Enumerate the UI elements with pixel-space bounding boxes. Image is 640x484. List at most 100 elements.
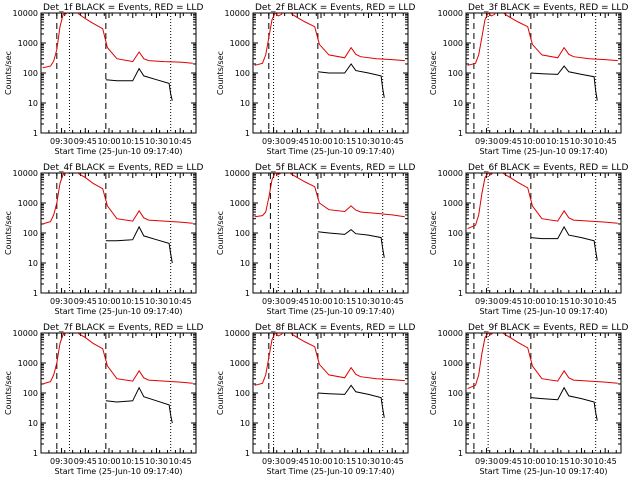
series-line-lld	[467, 173, 618, 230]
y-tick-label: 1000	[443, 39, 463, 48]
y-tick-label: 10	[453, 99, 463, 108]
plot-frame	[465, 172, 622, 294]
x-tick-label: 10:00	[309, 457, 332, 466]
plot-frame	[40, 172, 197, 294]
x-tick-label: 09:45	[286, 297, 309, 306]
series-line-events	[105, 386, 173, 424]
x-tick-label: 10:45	[381, 457, 404, 466]
series-line-events	[317, 63, 385, 98]
x-axis-label: Start Time (25-Jun-10 09:17:40)	[267, 467, 395, 476]
x-tick-label: 09:30	[50, 297, 73, 306]
y-tick-label: 1000	[443, 359, 463, 368]
y-axis-label: Counts/sec	[4, 371, 13, 415]
y-tick-label: 1000	[230, 199, 250, 208]
x-tick-label: 10:00	[522, 137, 545, 146]
x-tick-label: 10:15	[121, 137, 144, 146]
x-tick-label: 10:00	[97, 457, 120, 466]
y-tick-label: 10	[453, 419, 463, 428]
y-axis-label: Counts/sec	[429, 51, 438, 95]
x-axis-label: Start Time (25-Jun-10 09:17:40)	[55, 307, 183, 316]
plot-frame	[252, 332, 409, 454]
x-tick-label: 10:15	[333, 297, 356, 306]
y-tick-label: 1000	[230, 39, 250, 48]
y-tick-label: 10	[240, 259, 250, 268]
chart-title: Det_8f BLACK = Events, RED = LLD	[255, 323, 415, 333]
x-axis-label: Start Time (25-Jun-10 09:17:40)	[55, 467, 183, 476]
x-axis-label: Start Time (25-Jun-10 09:17:40)	[480, 307, 608, 316]
x-tick-label: 10:30	[145, 137, 168, 146]
x-tick-label: 10:00	[522, 457, 545, 466]
x-tick-label: 10:30	[357, 297, 380, 306]
y-tick-label: 1000	[18, 359, 38, 368]
x-tick-label: 09:45	[74, 137, 97, 146]
y-tick-label: 10000	[438, 329, 463, 338]
x-tick-label: 10:15	[333, 457, 356, 466]
y-tick-label: 1	[245, 129, 250, 138]
series-line-events	[317, 228, 385, 258]
x-tick-label: 09:45	[286, 137, 309, 146]
y-tick-label: 100	[23, 389, 38, 398]
x-tick-label: 10:45	[169, 457, 192, 466]
series-line-lld	[42, 173, 193, 225]
chart-title: Det_1f BLACK = Events, RED = LLD	[43, 3, 203, 13]
x-tick-label: 10:30	[145, 297, 168, 306]
x-tick-label: 10:15	[121, 297, 144, 306]
y-tick-label: 10	[240, 419, 250, 428]
y-tick-label: 100	[235, 229, 250, 238]
x-tick-label: 09:30	[475, 457, 498, 466]
x-tick-label: 10:30	[357, 457, 380, 466]
x-tick-label: 10:30	[570, 457, 593, 466]
chart-panel-4: Det_4f BLACK = Events, RED = LLD 1 10 100 10…	[4, 163, 203, 316]
x-tick-label: 10:30	[570, 297, 593, 306]
y-tick-label: 10	[453, 259, 463, 268]
x-tick-label: 09:45	[286, 457, 309, 466]
chart-title: Det_6f BLACK = Events, RED = LLD	[468, 163, 628, 173]
y-tick-label: 1	[458, 449, 463, 458]
series-line-lld	[467, 333, 618, 390]
y-tick-label: 1	[33, 449, 38, 458]
y-tick-label: 1	[458, 289, 463, 298]
x-tick-label: 10:30	[570, 137, 593, 146]
x-tick-label: 10:45	[169, 137, 192, 146]
series-line-events	[530, 386, 598, 421]
x-tick-label: 10:30	[145, 457, 168, 466]
y-tick-label: 10000	[13, 169, 38, 178]
x-tick-label: 10:15	[546, 137, 569, 146]
y-tick-label: 1	[33, 289, 38, 298]
series-line-lld	[254, 173, 405, 218]
y-tick-label: 10	[28, 99, 38, 108]
chart-panel-3: Det_3f BLACK = Events, RED = LLD 1 10 100 10…	[429, 3, 628, 156]
x-tick-label: 09:45	[499, 297, 522, 306]
y-tick-label: 10	[28, 259, 38, 268]
y-tick-label: 100	[235, 69, 250, 78]
y-axis-label: Counts/sec	[216, 371, 225, 415]
y-tick-label: 1000	[230, 359, 250, 368]
chart-title: Det_3f BLACK = Events, RED = LLD	[468, 3, 628, 13]
series-line-lld	[42, 333, 193, 385]
x-axis-label: Start Time (25-Jun-10 09:17:40)	[267, 307, 395, 316]
y-axis-label: Counts/sec	[216, 211, 225, 255]
y-tick-label: 100	[448, 389, 463, 398]
chart-panel-9: Det_9f BLACK = Events, RED = LLD 1 10 100 10…	[429, 323, 628, 476]
series-line-events	[105, 67, 173, 101]
x-tick-label: 10:00	[97, 297, 120, 306]
y-tick-label: 1	[33, 129, 38, 138]
x-tick-label: 10:45	[594, 457, 617, 466]
plot-frame	[40, 12, 197, 134]
y-tick-label: 10000	[438, 9, 463, 18]
x-tick-label: 09:30	[262, 137, 285, 146]
chart-title: Det_7f BLACK = Events, RED = LLD	[43, 323, 203, 333]
y-tick-label: 10000	[438, 169, 463, 178]
x-tick-label: 09:45	[74, 297, 97, 306]
series-line-lld	[254, 333, 405, 386]
chart-panel-6: Det_6f BLACK = Events, RED = LLD 1 10 100 10…	[429, 163, 628, 316]
x-tick-label: 10:15	[546, 297, 569, 306]
x-tick-label: 09:30	[262, 297, 285, 306]
x-tick-label: 10:00	[97, 137, 120, 146]
y-axis-label: Counts/sec	[429, 211, 438, 255]
x-tick-label: 09:30	[50, 457, 73, 466]
series-line-events	[317, 384, 385, 418]
y-axis-label: Counts/sec	[4, 211, 13, 255]
x-tick-label: 10:45	[594, 297, 617, 306]
